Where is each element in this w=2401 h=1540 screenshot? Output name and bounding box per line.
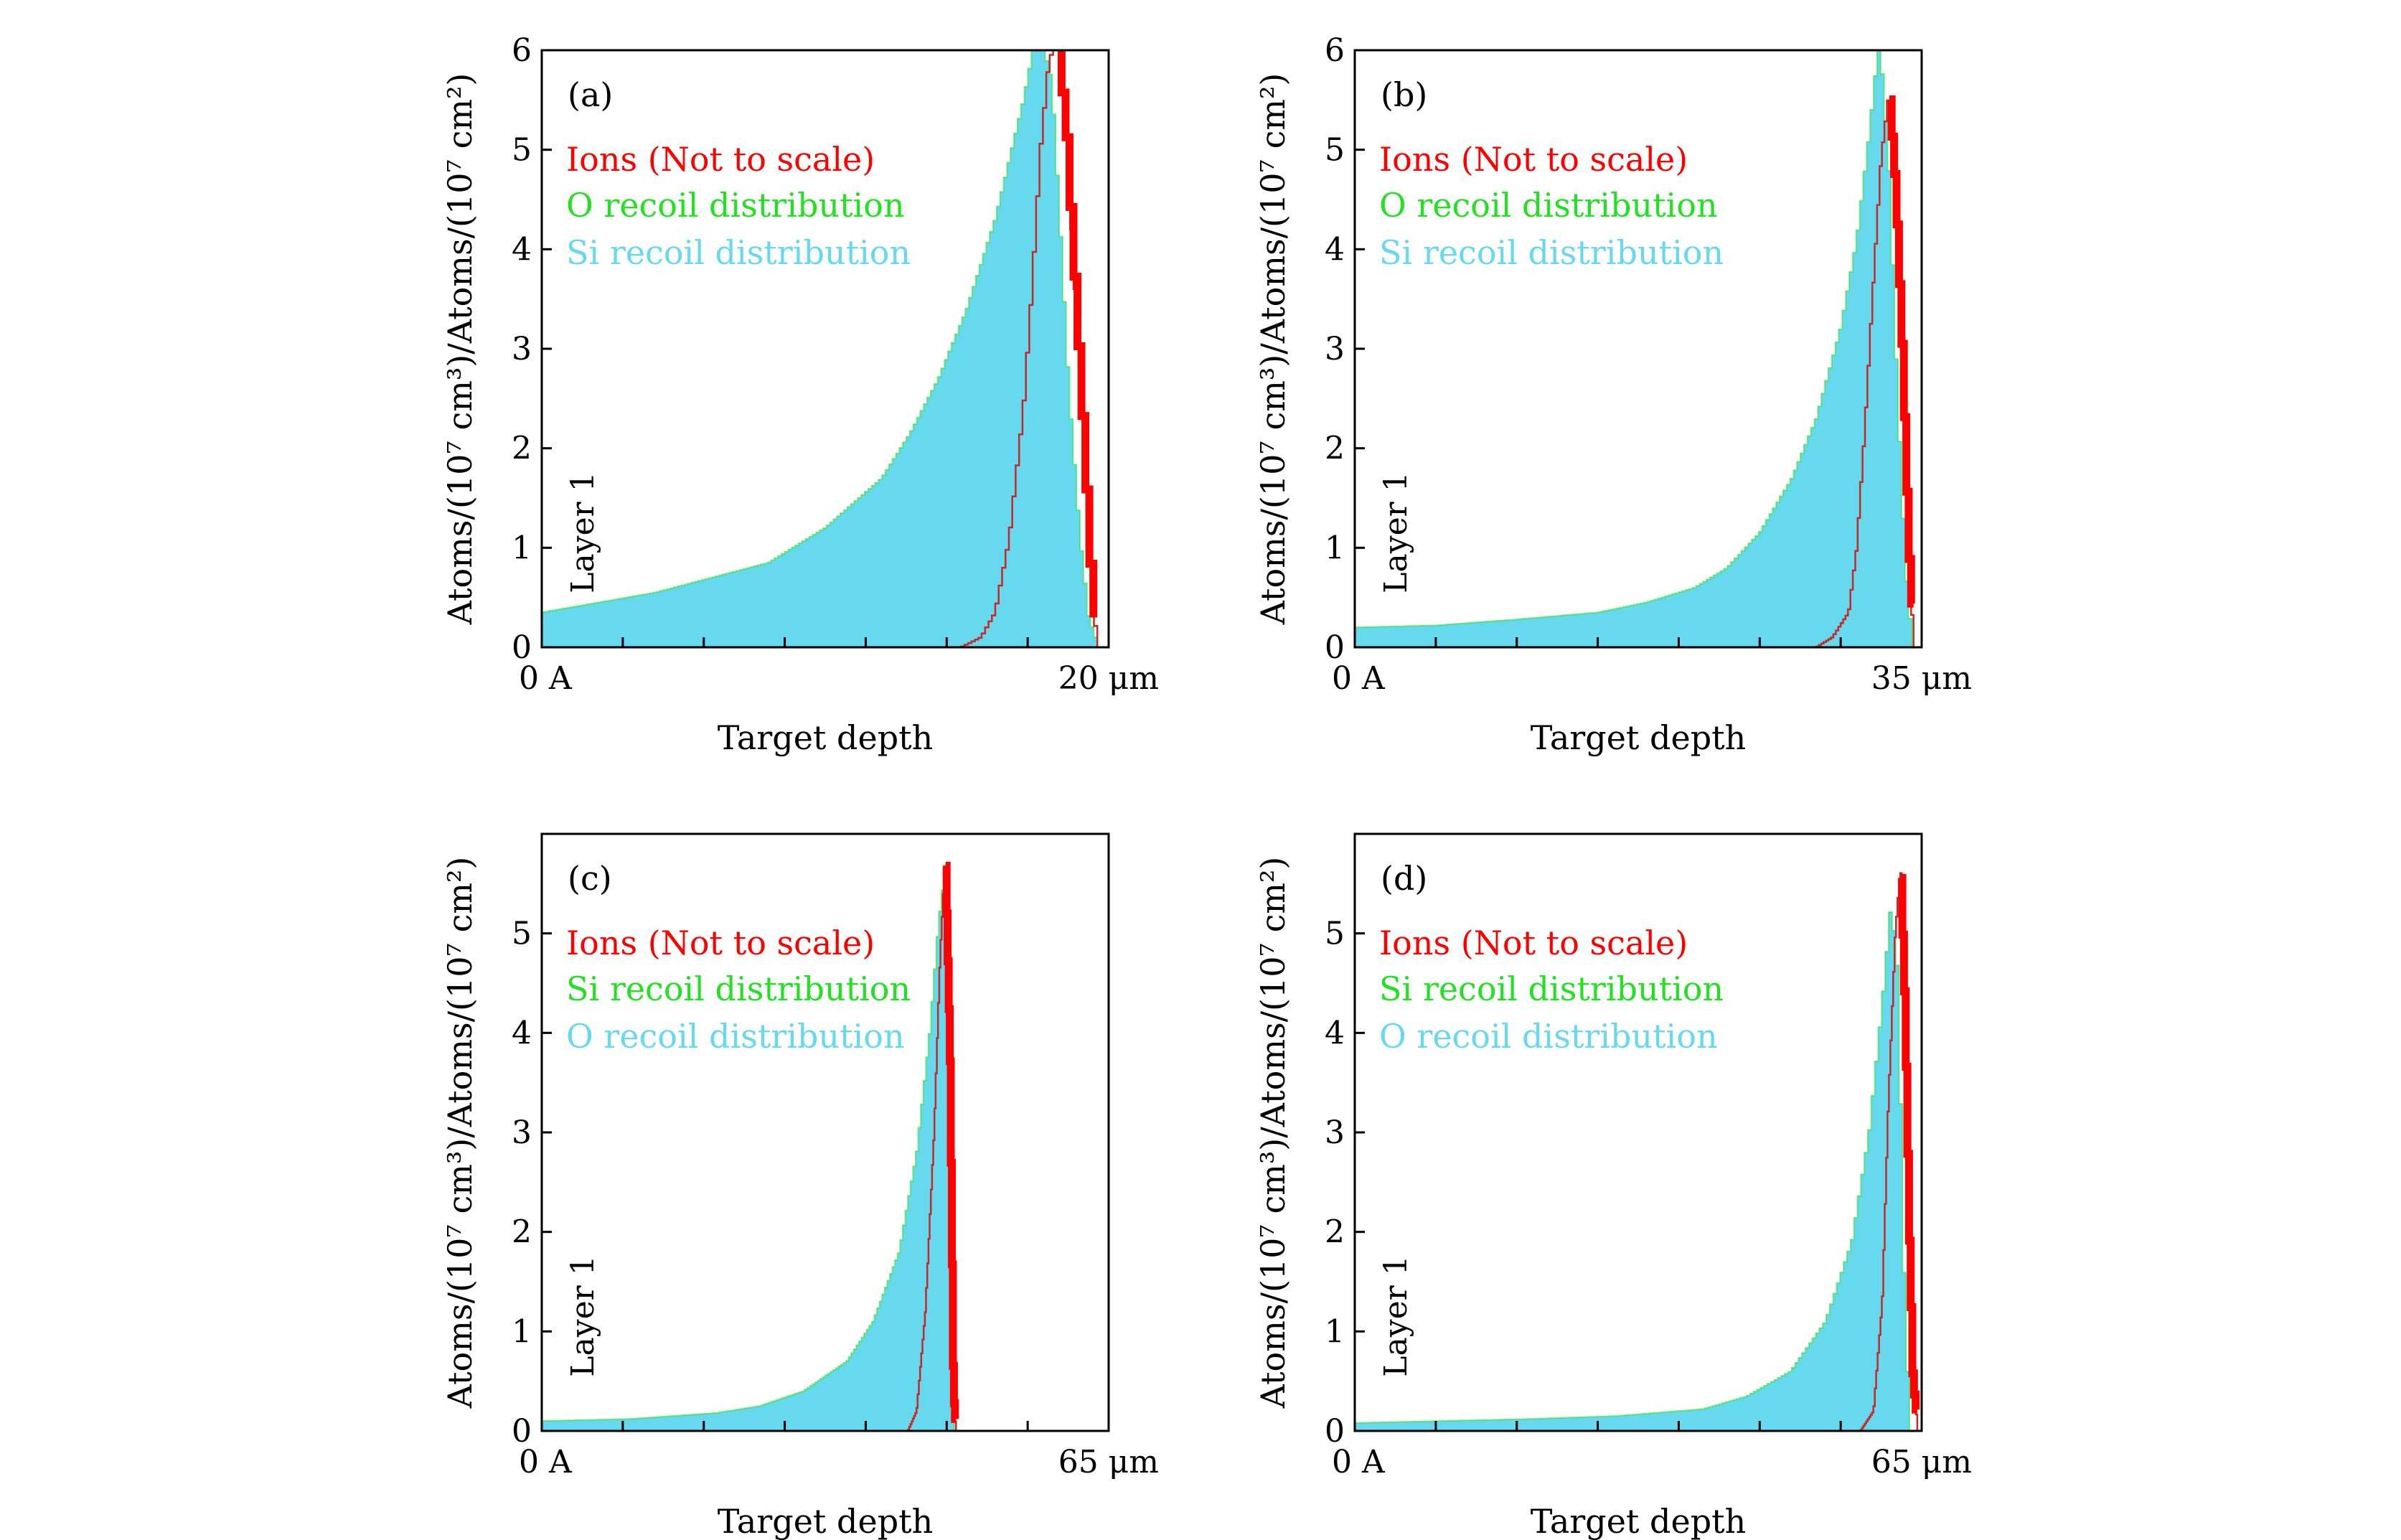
recoil-edge-line bbox=[1355, 50, 1913, 647]
y-tick-label: 1 bbox=[512, 1313, 532, 1350]
layer-label: Layer 1 bbox=[1378, 1255, 1414, 1376]
y-tick-label: 4 bbox=[512, 1015, 532, 1051]
layer-label: Layer 1 bbox=[565, 1255, 601, 1376]
recoil-edge-line bbox=[542, 889, 955, 1431]
y-tick-label: 3 bbox=[512, 331, 532, 367]
legend-entry: Ions (Not to scale) bbox=[1379, 924, 1688, 962]
chart-panel-b: 0 1 2 3 4 5 6 0 A 35 μm Target depth Atoms/(10⁷ cm… bbox=[1254, 32, 1972, 757]
y-tick-label: 1 bbox=[1325, 530, 1345, 566]
y-tick-label: 1 bbox=[512, 530, 532, 566]
x-start-label: 0 A bbox=[1332, 1444, 1386, 1480]
legend-entry: Si recoil distribution bbox=[1379, 233, 1724, 272]
y-tick-label: 1 bbox=[1325, 1313, 1345, 1350]
ions-peak-edge bbox=[942, 861, 959, 1423]
y-tick-label: 5 bbox=[1325, 916, 1345, 952]
panel-label: (a) bbox=[568, 75, 613, 114]
y-tick-label: 3 bbox=[1325, 331, 1345, 367]
x-end-label: 65 μm bbox=[1871, 1444, 1972, 1480]
y-tick-label: 0 bbox=[512, 1413, 532, 1450]
ions-peak-edge bbox=[1898, 873, 1920, 1414]
x-axis-title: Target depth bbox=[718, 718, 934, 757]
y-axis-title: Atoms/(10⁷ cm³)/Atoms/(10⁷ cm²) bbox=[441, 73, 479, 626]
layer-label: Layer 1 bbox=[1378, 471, 1414, 593]
y-tick-label: 3 bbox=[1325, 1114, 1345, 1151]
x-start-label: 0 A bbox=[519, 660, 573, 697]
y-tick-label: 0 bbox=[1325, 1413, 1345, 1450]
y-tick-label: 2 bbox=[512, 431, 532, 467]
x-axis-title: Target depth bbox=[1531, 718, 1747, 757]
x-axis-title: Target depth bbox=[718, 1502, 934, 1540]
y-tick-label: 0 bbox=[1325, 629, 1345, 666]
chart-panel-d: 0 1 2 3 4 5 0 A 65 μm Target depth Atoms/(10⁷ cm³… bbox=[1254, 832, 1972, 1540]
y-axis-title: Atoms/(10⁷ cm³)/Atoms/(10⁷ cm²) bbox=[1254, 857, 1292, 1409]
x-start-label: 0 A bbox=[519, 1444, 573, 1480]
y-tick-label: 4 bbox=[1325, 1015, 1345, 1051]
legend-entry: Ions (Not to scale) bbox=[566, 140, 875, 179]
legend-entry: Si recoil distribution bbox=[566, 233, 911, 272]
y-tick-label: 2 bbox=[1325, 431, 1345, 467]
panel-label: (b) bbox=[1381, 75, 1427, 114]
x-end-label: 65 μm bbox=[1058, 1444, 1159, 1480]
legend-entry: Ions (Not to scale) bbox=[1379, 140, 1688, 179]
y-tick-label: 3 bbox=[512, 1114, 532, 1151]
x-start-label: 0 A bbox=[1332, 660, 1386, 697]
plot-area bbox=[1355, 50, 1915, 647]
y-tick-label: 2 bbox=[512, 1214, 532, 1251]
recoil-area bbox=[542, 890, 954, 1431]
legend-entry: O recoil distribution bbox=[1379, 1017, 1718, 1056]
legend-entry: Ions (Not to scale) bbox=[566, 924, 875, 962]
panel-label: (d) bbox=[1381, 859, 1427, 898]
legend-entry: O recoil distribution bbox=[566, 1017, 905, 1056]
chart-panel-a: 0 1 2 3 4 5 6 0 A 20 μm Target depth Atoms/(10⁷ cm… bbox=[441, 32, 1159, 757]
recoil-edge-line bbox=[542, 50, 1099, 647]
layer-label: Layer 1 bbox=[565, 471, 601, 593]
plot-area bbox=[1355, 872, 1920, 1431]
x-end-label: 20 μm bbox=[1058, 660, 1159, 697]
y-tick-label: 5 bbox=[512, 132, 532, 169]
y-tick-label: 6 bbox=[1325, 32, 1345, 69]
ions-peak-edge bbox=[1057, 50, 1098, 618]
panel-label: (c) bbox=[568, 859, 612, 898]
y-axis-title: Atoms/(10⁷ cm³)/Atoms/(10⁷ cm²) bbox=[1254, 73, 1292, 626]
legend-entry: O recoil distribution bbox=[1379, 186, 1718, 225]
plot-area bbox=[542, 50, 1099, 647]
y-tick-label: 4 bbox=[1325, 231, 1345, 268]
recoil-edge-line bbox=[1355, 911, 1910, 1431]
legend-entry: O recoil distribution bbox=[566, 186, 905, 225]
y-tick-label: 5 bbox=[512, 916, 532, 952]
y-tick-label: 2 bbox=[1325, 1214, 1345, 1251]
y-tick-label: 6 bbox=[512, 32, 532, 69]
x-axis-title: Target depth bbox=[1531, 1502, 1747, 1540]
legend-entry: Si recoil distribution bbox=[566, 969, 911, 1008]
ions-peak-edge bbox=[1887, 95, 1915, 608]
legend-entry: Si recoil distribution bbox=[1379, 969, 1724, 1008]
recoil-area bbox=[542, 50, 1098, 647]
y-axis-title: Atoms/(10⁷ cm³)/Atoms/(10⁷ cm²) bbox=[441, 857, 479, 1409]
y-tick-label: 0 bbox=[512, 629, 532, 666]
chart-panel-c: 0 1 2 3 4 5 0 A 65 μm Target depth Atoms/(10⁷ cm³… bbox=[441, 832, 1159, 1540]
recoil-area bbox=[1355, 912, 1909, 1431]
y-tick-label: 5 bbox=[1325, 132, 1345, 169]
x-end-label: 35 μm bbox=[1871, 660, 1972, 697]
recoil-area bbox=[1355, 50, 1912, 647]
y-tick-label: 4 bbox=[512, 231, 532, 268]
plot-area bbox=[542, 861, 959, 1431]
